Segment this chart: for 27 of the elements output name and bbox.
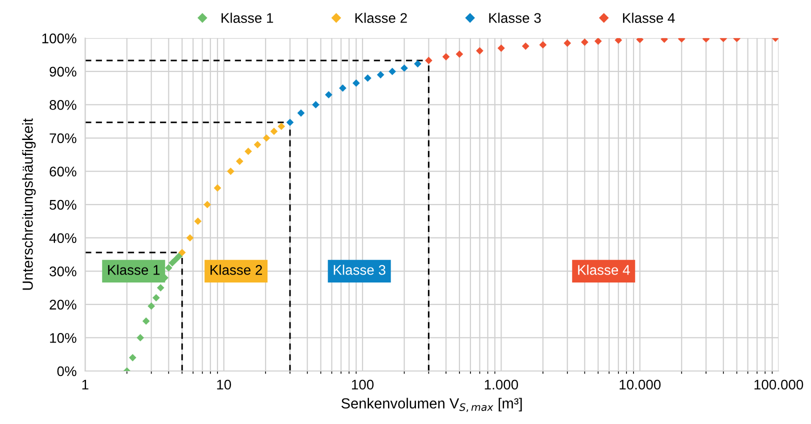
legend-label: Klasse 1 [222,12,274,23]
x-tick-label: 100 [352,380,374,390]
y-axis-title: Unterschreitungshäufigkeit [22,118,36,290]
annotation: Klasse 3 [334,264,386,275]
y-tick-label: 40% [49,233,76,244]
y-tick-label: 90% [50,66,76,77]
x-tick-label: 10 [217,380,232,390]
y-tick-label: 10% [50,333,76,343]
x-tick-label: 1.000 [484,380,518,390]
annotation: Klasse 2 [210,264,262,275]
y-tick-label: 100% [42,33,76,44]
legend-label: Klasse 4 [623,12,675,23]
annotation: Klasse 1 [108,264,160,275]
y-tick-label: 80% [50,100,76,110]
x-axis-title: Senkenvolumen V$_{S,max}$ [m³] [341,398,522,412]
y-tick-label: 20% [50,300,76,310]
legend-label: Klasse 3 [489,12,541,23]
y-tick-label: 0% [57,366,76,376]
annotation: Klasse 4 [578,264,630,275]
x-tick-label: 1 [82,380,88,390]
x-tick-label: 10.000 [620,380,661,390]
x-tick-label: 100.000 [754,380,804,390]
y-tick-label: 50% [50,200,76,210]
y-tick-label: 30% [50,266,76,276]
legend-label: Klasse 2 [355,12,407,23]
y-tick-label: 60% [50,166,76,176]
y-tick-label: 70% [50,133,76,144]
